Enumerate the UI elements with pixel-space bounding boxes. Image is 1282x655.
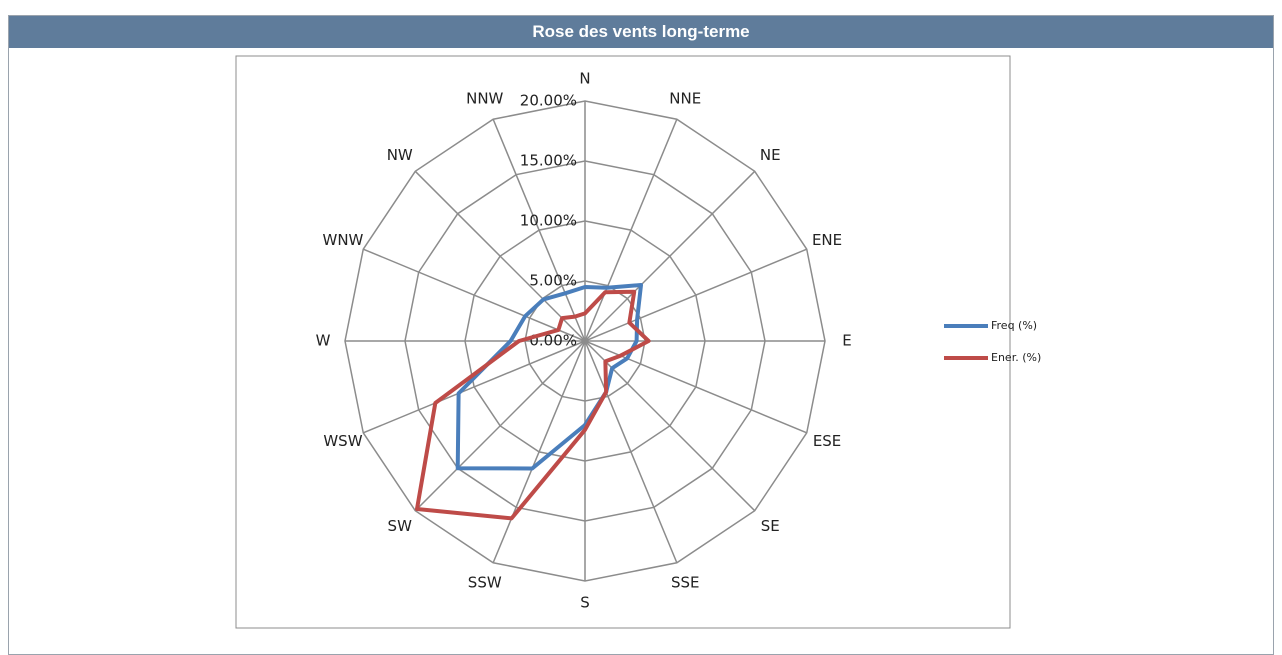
direction-label: NE [760, 146, 781, 164]
direction-label: N [579, 70, 590, 88]
spoke [584, 118, 678, 342]
spoke [492, 340, 586, 564]
spoke [414, 170, 586, 342]
r-tick-label: 5.00% [529, 272, 577, 290]
direction-label: SW [388, 517, 413, 535]
spoke [414, 340, 586, 512]
spoke [584, 248, 808, 342]
panel-header: Rose des vents long-terme [9, 16, 1273, 48]
direction-label: NNW [466, 89, 503, 107]
direction-label: ENE [812, 231, 842, 249]
r-tick-label: 15.00% [520, 152, 577, 170]
spoke [362, 248, 586, 342]
legend-label: Freq (%) [991, 319, 1037, 332]
direction-label: SSE [671, 574, 700, 592]
series-line [414, 289, 651, 521]
direction-label: SE [761, 517, 780, 535]
direction-label: WNW [322, 231, 363, 249]
panel: Rose des vents long-terme [8, 15, 1274, 655]
direction-label: NW [387, 146, 413, 164]
series-line [455, 282, 644, 471]
spoke [584, 170, 756, 342]
direction-label: NNE [669, 89, 701, 107]
direction-label: E [842, 332, 851, 350]
chart-frame [235, 55, 1011, 629]
direction-label: W [316, 332, 331, 350]
spoke [584, 340, 678, 564]
direction-label: WSW [323, 432, 362, 450]
r-tick-label: 20.00% [520, 92, 577, 110]
spoke [362, 340, 586, 434]
r-tick-label: 10.00% [520, 212, 577, 230]
legend-label: Ener. (%) [991, 351, 1041, 364]
spoke [584, 340, 756, 512]
direction-label: SSW [468, 574, 502, 592]
direction-label: ESE [813, 432, 841, 450]
direction-label: S [580, 594, 590, 612]
spoke [492, 118, 586, 342]
